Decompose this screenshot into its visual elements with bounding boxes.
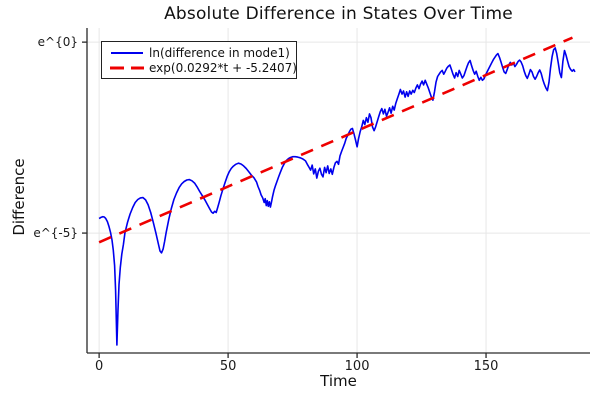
legend-label-red: exp(0.0292*t + -5.2407) xyxy=(149,60,297,75)
y-tick-label: e^{-5} xyxy=(33,226,78,240)
blue-data-line xyxy=(98,47,576,346)
x-tick-label: 100 xyxy=(345,359,370,374)
blue-line-sample-icon xyxy=(111,52,143,54)
legend-entry-blue: ln(difference in mode1) xyxy=(109,45,296,60)
x-tick-label: 0 xyxy=(95,359,103,374)
legend-entry-red: exp(0.0292*t + -5.2407) xyxy=(109,60,297,75)
y-tick-label: e^{0} xyxy=(38,35,78,49)
chart-title: Absolute Difference in States Over Time xyxy=(164,4,513,24)
x-tick-label: 50 xyxy=(220,359,237,374)
red-fit-line xyxy=(98,36,573,244)
red-dashed-sample-icon xyxy=(110,66,144,70)
x-tick-label: 150 xyxy=(474,359,499,374)
legend-label-blue: ln(difference in mode1) xyxy=(149,45,290,60)
legend-box: ln(difference in mode1) exp(0.0292*t + -… xyxy=(101,41,297,79)
x-axis-label: Time xyxy=(320,372,357,390)
